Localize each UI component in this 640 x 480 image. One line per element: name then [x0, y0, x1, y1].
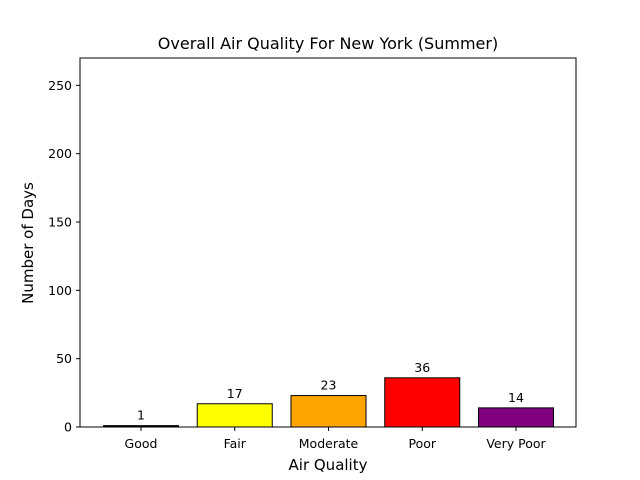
x-axis-ticks: Good Fair Moderate Poor Very Poor [125, 427, 547, 451]
data-labels-group: 1 17 23 36 14 [137, 360, 524, 423]
data-label: 36 [414, 360, 430, 375]
y-tick-label: 100 [48, 283, 72, 298]
plot-frame [79, 57, 577, 428]
x-tick-label: Fair [224, 436, 247, 451]
y-tick-label: 50 [56, 351, 72, 366]
x-axis-label: Air Quality [289, 456, 368, 474]
data-label: 14 [508, 390, 524, 405]
bars-group [103, 377, 554, 428]
bar-poor [384, 377, 461, 428]
bar-very-poor [478, 407, 554, 428]
y-tick-label: 250 [48, 78, 72, 93]
y-axis-ticks: 0 50 100 150 200 250 [48, 78, 80, 435]
chart-title: Overall Air Quality For New York (Summer… [158, 34, 498, 53]
x-tick-label: Moderate [299, 436, 359, 451]
y-tick-label: 200 [48, 146, 72, 161]
x-tick-label: Good [125, 436, 158, 451]
data-label: 1 [137, 408, 145, 423]
data-label: 23 [321, 378, 337, 393]
y-tick-label: 150 [48, 215, 72, 230]
y-tick-label: 0 [64, 420, 72, 435]
bar-moderate [290, 395, 367, 428]
bar-fair [196, 403, 273, 428]
x-tick-label: Poor [408, 436, 436, 451]
x-tick-label: Very Poor [486, 436, 546, 451]
y-axis-label: Number of Days [19, 182, 37, 304]
data-label: 17 [227, 386, 243, 401]
